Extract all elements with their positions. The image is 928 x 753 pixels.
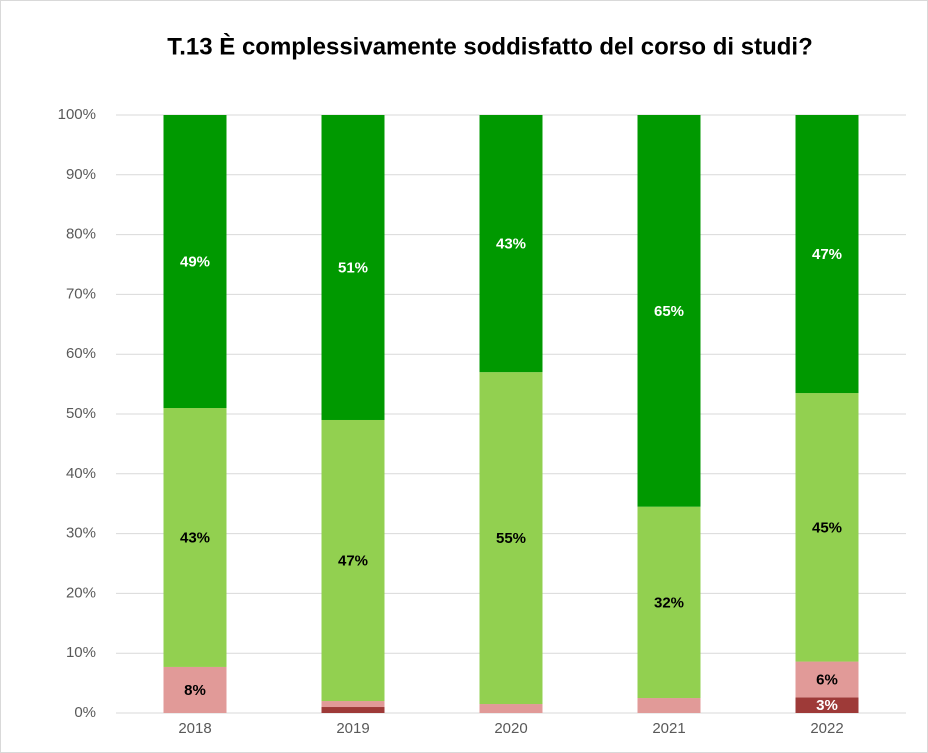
bar-segment (163, 408, 227, 667)
bar-segment (637, 506, 701, 699)
y-tick-label: 40% (66, 465, 96, 482)
bar-segment (795, 697, 859, 713)
bar-segment (321, 701, 385, 708)
x-tick-label: 2021 (652, 720, 685, 737)
bar-segment (321, 115, 385, 420)
value-label: 65% (654, 303, 684, 320)
bar-segment (637, 115, 701, 507)
value-label: 3% (816, 697, 838, 714)
value-label: 49% (180, 253, 210, 270)
bar-segment (479, 704, 543, 713)
bar-segment (163, 115, 227, 409)
y-tick-label: 30% (66, 525, 96, 542)
bar-segment (479, 372, 543, 705)
bar-segment (795, 661, 859, 698)
bar-segment (163, 666, 227, 713)
x-tick-label: 2020 (494, 720, 527, 737)
bar-segment (479, 115, 543, 373)
value-label: 51% (338, 259, 368, 276)
y-tick-label: 20% (66, 584, 96, 601)
bar-segment (321, 707, 385, 713)
value-label: 43% (180, 529, 210, 546)
y-tick-label: 90% (66, 166, 96, 183)
y-tick-label: 100% (58, 106, 96, 123)
value-label: 55% (496, 530, 526, 547)
value-label: 43% (496, 236, 526, 253)
bar-segment (637, 698, 701, 713)
value-label: 6% (816, 671, 838, 688)
value-label: 32% (654, 594, 684, 611)
value-label: 47% (338, 552, 368, 569)
y-tick-label: 80% (66, 226, 96, 243)
y-tick-label: 50% (66, 405, 96, 422)
x-tick-label: 2018 (178, 720, 211, 737)
value-label: 8% (184, 682, 206, 699)
x-tick-label: 2022 (810, 720, 843, 737)
x-tick-label: 2019 (336, 720, 369, 737)
bar-segment (321, 419, 385, 702)
bar-segment (795, 393, 859, 662)
y-tick-label: 60% (66, 345, 96, 362)
y-tick-label: 10% (66, 644, 96, 661)
chart-title: T.13 È complessivamente soddisfatto del … (167, 32, 813, 60)
y-tick-label: 0% (74, 704, 96, 721)
value-label: 45% (812, 519, 842, 536)
y-tick-label: 70% (66, 285, 96, 302)
bar-segment (795, 115, 859, 394)
value-label: 47% (812, 246, 842, 263)
